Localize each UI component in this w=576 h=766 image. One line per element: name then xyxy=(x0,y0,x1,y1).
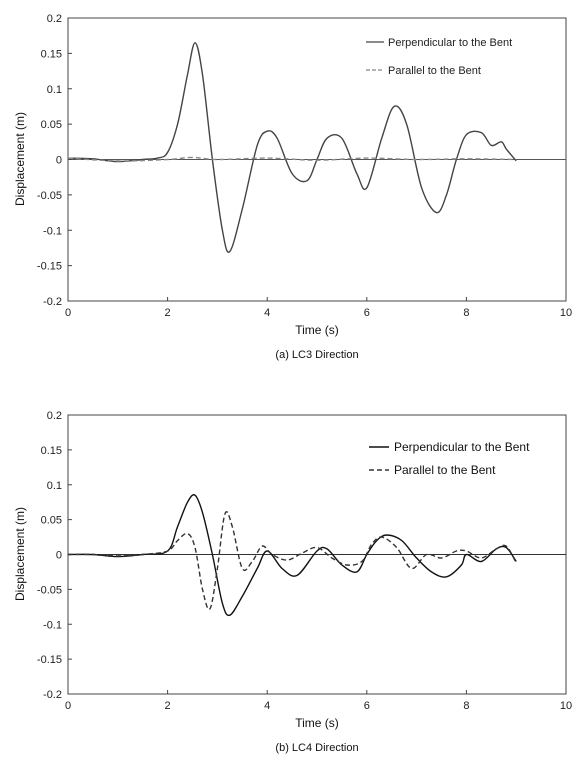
y-tick-label: -0.1 xyxy=(43,225,62,237)
y-tick-label: -0.2 xyxy=(43,296,62,308)
y-tick-label: -0.1 xyxy=(43,619,62,631)
x-tick-label: 2 xyxy=(165,700,171,712)
legend-label-perpendicular: Perpendicular to the Bent xyxy=(394,440,530,454)
y-tick-label: 0 xyxy=(56,550,62,562)
x-tick-label: 10 xyxy=(560,307,572,319)
y-tick-label: -0.15 xyxy=(37,654,62,666)
chart-lc3: -0.2 -0.15 -0.1 -0.05 0 0.05 0.1 0.15 0.2 0 2 4 6 8 1… xyxy=(13,13,572,361)
x-tick-label: 10 xyxy=(560,700,572,712)
chart-caption: (b) LC4 Direction xyxy=(275,742,358,754)
x-tick-label: 6 xyxy=(364,700,370,712)
chart-caption: (a) LC3 Direction xyxy=(275,349,358,361)
y-tick-labels: -0.2 -0.15 -0.1 -0.05 0 0.05 0.1 0.15 0.2 xyxy=(37,410,72,701)
x-tick-labels: 0 2 4 6 8 10 xyxy=(65,690,572,712)
legend: Perpendicular to the Bent Parallel to th… xyxy=(369,440,530,477)
x-tick-label: 0 xyxy=(65,700,71,712)
y-tick-label: -0.05 xyxy=(37,190,62,202)
legend: Perpendicular to the Bent Parallel to th… xyxy=(366,37,512,77)
series-line-parallel xyxy=(67,156,517,162)
y-tick-label: -0.2 xyxy=(43,689,62,701)
y-axis-label: Displacement (m) xyxy=(13,112,27,206)
legend-label-perpendicular: Perpendicular to the Bent xyxy=(388,37,512,49)
y-axis-label: Displacement (m) xyxy=(13,507,27,601)
y-tick-label: 0.05 xyxy=(41,515,62,527)
series-group xyxy=(67,42,517,253)
x-axis-label: Time (s) xyxy=(295,323,339,337)
y-tick-label: 0 xyxy=(56,155,62,167)
y-tick-label: -0.15 xyxy=(37,261,62,273)
x-tick-label: 0 xyxy=(65,307,71,319)
y-tick-label: 0.15 xyxy=(41,48,62,60)
y-tick-label: -0.05 xyxy=(37,584,62,596)
y-tick-label: 0.2 xyxy=(47,13,62,25)
y-tick-label: 0.15 xyxy=(41,445,62,457)
x-tick-labels: 0 2 4 6 8 10 xyxy=(65,297,572,319)
x-tick-label: 8 xyxy=(463,307,469,319)
y-tick-labels: -0.2 -0.15 -0.1 -0.05 0 0.05 0.1 0.15 0.2 xyxy=(37,13,72,308)
legend-label-parallel: Parallel to the Bent xyxy=(394,463,496,477)
legend-label-parallel: Parallel to the Bent xyxy=(388,65,481,77)
x-tick-label: 4 xyxy=(264,307,270,319)
y-tick-label: 0.2 xyxy=(47,410,62,422)
y-tick-label: 0.1 xyxy=(47,84,62,96)
series-line-parallel xyxy=(67,511,517,611)
x-tick-label: 6 xyxy=(364,307,370,319)
chart-lc4: -0.2 -0.15 -0.1 -0.05 0 0.05 0.1 0.15 0.2 0 2 4 6 8 1… xyxy=(13,410,572,754)
series-line-perpendicular xyxy=(67,494,517,617)
x-tick-label: 8 xyxy=(463,700,469,712)
x-tick-label: 2 xyxy=(165,307,171,319)
y-tick-label: 0.05 xyxy=(41,119,62,131)
y-tick-label: 0.1 xyxy=(47,480,62,492)
series-group xyxy=(67,494,517,617)
x-axis-label: Time (s) xyxy=(295,716,339,730)
x-tick-label: 4 xyxy=(264,700,270,712)
